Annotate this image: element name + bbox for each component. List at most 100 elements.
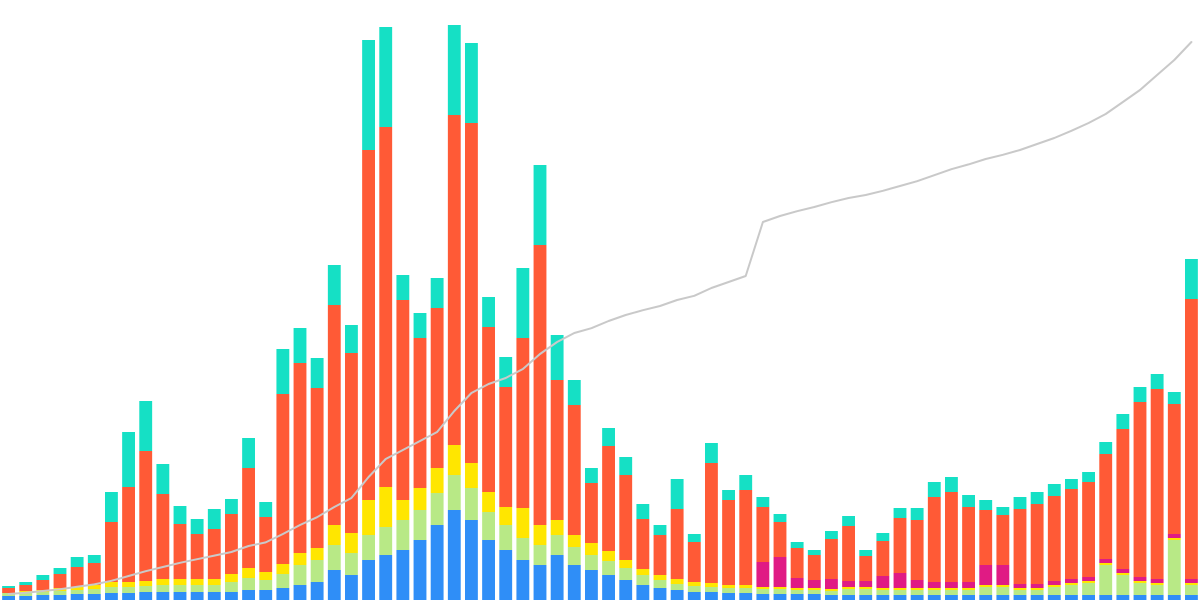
bar-segment-cyan bbox=[722, 490, 735, 500]
bar-segment-cyan bbox=[1031, 492, 1044, 504]
bar-segment-yellow bbox=[774, 587, 787, 589]
bar-segment-orange bbox=[688, 542, 701, 582]
bar-segment-cyan bbox=[962, 495, 975, 507]
bar-segment-cyan bbox=[294, 328, 307, 363]
bar-segment-orange bbox=[345, 353, 358, 533]
bar-segment-orange bbox=[225, 514, 238, 574]
bar-segment-magenta bbox=[1099, 559, 1112, 563]
bar-segment-green bbox=[688, 586, 701, 592]
bar-segment-blue bbox=[225, 592, 238, 600]
bar-segment-green bbox=[774, 589, 787, 594]
bar-segment-orange bbox=[979, 510, 992, 565]
bar-segment-orange bbox=[928, 497, 941, 582]
bar-segment-green bbox=[551, 535, 564, 555]
bar-segment-blue bbox=[379, 555, 392, 600]
bar-segment-yellow bbox=[1048, 585, 1061, 587]
bar-segment-green bbox=[482, 512, 495, 540]
bar-segment-yellow bbox=[739, 585, 752, 588]
bar-segment-cyan bbox=[636, 504, 649, 519]
bar-segment-orange bbox=[568, 405, 581, 535]
bar-segment-orange bbox=[876, 541, 889, 576]
bar-segment-yellow bbox=[894, 588, 907, 590]
bar-segment-cyan bbox=[362, 40, 375, 150]
bar-segment-orange bbox=[414, 338, 427, 488]
bar-segment-blue bbox=[396, 550, 409, 600]
bar-segment-green bbox=[859, 589, 872, 595]
bar-segment-green bbox=[448, 475, 461, 510]
bar-segment-orange bbox=[1099, 454, 1112, 559]
bar-segment-magenta bbox=[1082, 577, 1095, 581]
bar-segment-yellow bbox=[1116, 573, 1129, 575]
bar-segment-magenta bbox=[1151, 579, 1164, 583]
bar-segment-orange bbox=[945, 492, 958, 582]
bar-segment-cyan bbox=[242, 438, 255, 468]
bar-segment-orange bbox=[722, 500, 735, 585]
bar-segment-green bbox=[311, 560, 324, 582]
bar-segment-yellow bbox=[139, 581, 152, 586]
bar-segment-yellow bbox=[294, 553, 307, 565]
bar-segment-yellow bbox=[568, 535, 581, 547]
bar-segment-blue bbox=[1031, 595, 1044, 600]
bar-segment-green bbox=[1168, 540, 1181, 595]
bar-segment-blue bbox=[688, 592, 701, 600]
bar-segment-yellow bbox=[996, 585, 1009, 587]
bar-segment-cyan bbox=[739, 475, 752, 490]
bar-segment-green bbox=[1134, 583, 1147, 595]
bar-segment-yellow bbox=[688, 582, 701, 586]
bar-segment-orange bbox=[671, 509, 684, 579]
bar-segment-yellow bbox=[1099, 563, 1112, 565]
bar-segment-cyan bbox=[19, 582, 32, 585]
bar-segment-cyan bbox=[602, 428, 615, 446]
bar-segment-orange bbox=[516, 338, 529, 508]
bar-segment-cyan bbox=[311, 358, 324, 388]
bar-segment-green bbox=[996, 587, 1009, 595]
bar-segment-green bbox=[242, 578, 255, 590]
bar-segment-blue bbox=[414, 540, 427, 600]
bar-segment-blue bbox=[448, 510, 461, 600]
bar-segment-cyan bbox=[876, 533, 889, 541]
bar-segment-yellow bbox=[345, 533, 358, 553]
bar-segment-blue bbox=[1151, 595, 1164, 600]
bar-segment-orange bbox=[259, 517, 272, 572]
bar-segment-cyan bbox=[619, 457, 632, 475]
bar-segment-cyan bbox=[756, 497, 769, 507]
bar-segment-cyan bbox=[1168, 392, 1181, 404]
bar-segment-cyan bbox=[499, 357, 512, 387]
bar-segment-green bbox=[516, 538, 529, 560]
bar-segment-yellow bbox=[619, 560, 632, 568]
bar-segment-blue bbox=[945, 595, 958, 600]
bar-segment-cyan bbox=[1185, 259, 1198, 299]
bar-segment-green bbox=[1099, 565, 1112, 595]
bar-segment-green bbox=[654, 580, 667, 588]
bar-segment-orange bbox=[636, 519, 649, 569]
bar-segment-yellow bbox=[482, 492, 495, 512]
bar-segment-blue bbox=[139, 592, 152, 600]
bar-segment-green bbox=[191, 585, 204, 592]
bar-segment-green bbox=[54, 591, 67, 595]
bar-segment-blue bbox=[345, 575, 358, 600]
bar-segment-orange bbox=[19, 585, 32, 591]
bar-segment-yellow bbox=[1065, 583, 1078, 585]
bar-segment-yellow bbox=[1168, 538, 1181, 540]
bar-segment-green bbox=[156, 585, 169, 592]
bar-segment-blue bbox=[311, 582, 324, 600]
bar-segment-green bbox=[722, 588, 735, 593]
bar-segment-magenta bbox=[1185, 579, 1198, 583]
bar-segment-blue bbox=[876, 595, 889, 600]
bar-segment-yellow bbox=[551, 520, 564, 535]
bar-segment-magenta bbox=[808, 580, 821, 588]
bar-segment-green bbox=[619, 568, 632, 580]
bar-segment-green bbox=[1082, 583, 1095, 595]
bar-segment-orange bbox=[311, 388, 324, 548]
bar-segment-yellow bbox=[431, 468, 444, 493]
bar-segment-blue bbox=[654, 588, 667, 600]
bar-segment-cyan bbox=[379, 27, 392, 127]
bar-segment-blue bbox=[208, 592, 221, 600]
bar-segment-green bbox=[602, 561, 615, 575]
bar-segment-blue bbox=[722, 593, 735, 600]
bar-segment-magenta bbox=[825, 579, 838, 589]
bar-segment-green bbox=[534, 545, 547, 565]
bar-segment-green bbox=[259, 580, 272, 590]
bar-segment-blue bbox=[568, 565, 581, 600]
bar-segment-green bbox=[568, 547, 581, 565]
